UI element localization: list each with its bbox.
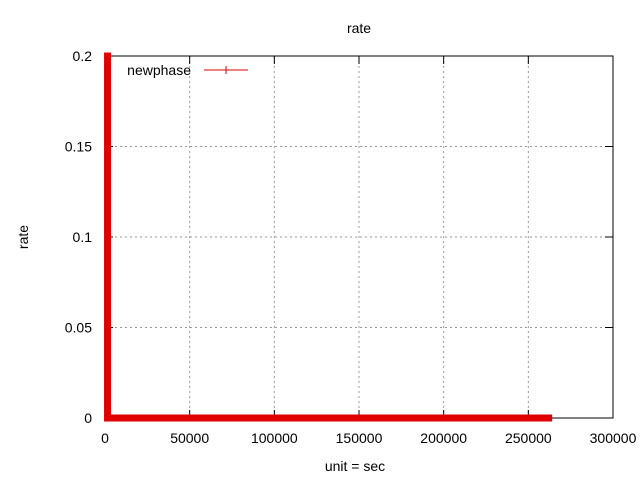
grid-lines xyxy=(105,56,613,418)
y-tick-label: 0.05 xyxy=(65,320,92,336)
legend-label-newphase: newphase xyxy=(127,62,191,78)
x-tick-label: 100000 xyxy=(251,430,298,446)
tick-labels: 0 50000 100000 150000 200000 250000 300000 0 0.0… xyxy=(65,48,637,446)
chart-title: rate xyxy=(347,20,371,36)
x-tick-label: 150000 xyxy=(336,430,383,446)
series-layer xyxy=(104,52,553,422)
x-tick-label: 50000 xyxy=(170,430,209,446)
y-tick-label: 0.2 xyxy=(73,48,93,64)
x-tick-label: 200000 xyxy=(420,430,467,446)
x-tick-label: 300000 xyxy=(590,430,637,446)
legend: newphase xyxy=(127,62,248,78)
y-tick-label: 0.1 xyxy=(73,229,93,245)
x-axis-title: unit = sec xyxy=(325,458,385,474)
x-tick-label: 0 xyxy=(101,430,109,446)
y-tick-label: 0.15 xyxy=(65,139,92,155)
y-axis-title: rate xyxy=(15,225,31,249)
series-line-newphase xyxy=(104,52,553,422)
x-tick-label: 250000 xyxy=(505,430,552,446)
y-tick-label: 0 xyxy=(84,410,92,426)
